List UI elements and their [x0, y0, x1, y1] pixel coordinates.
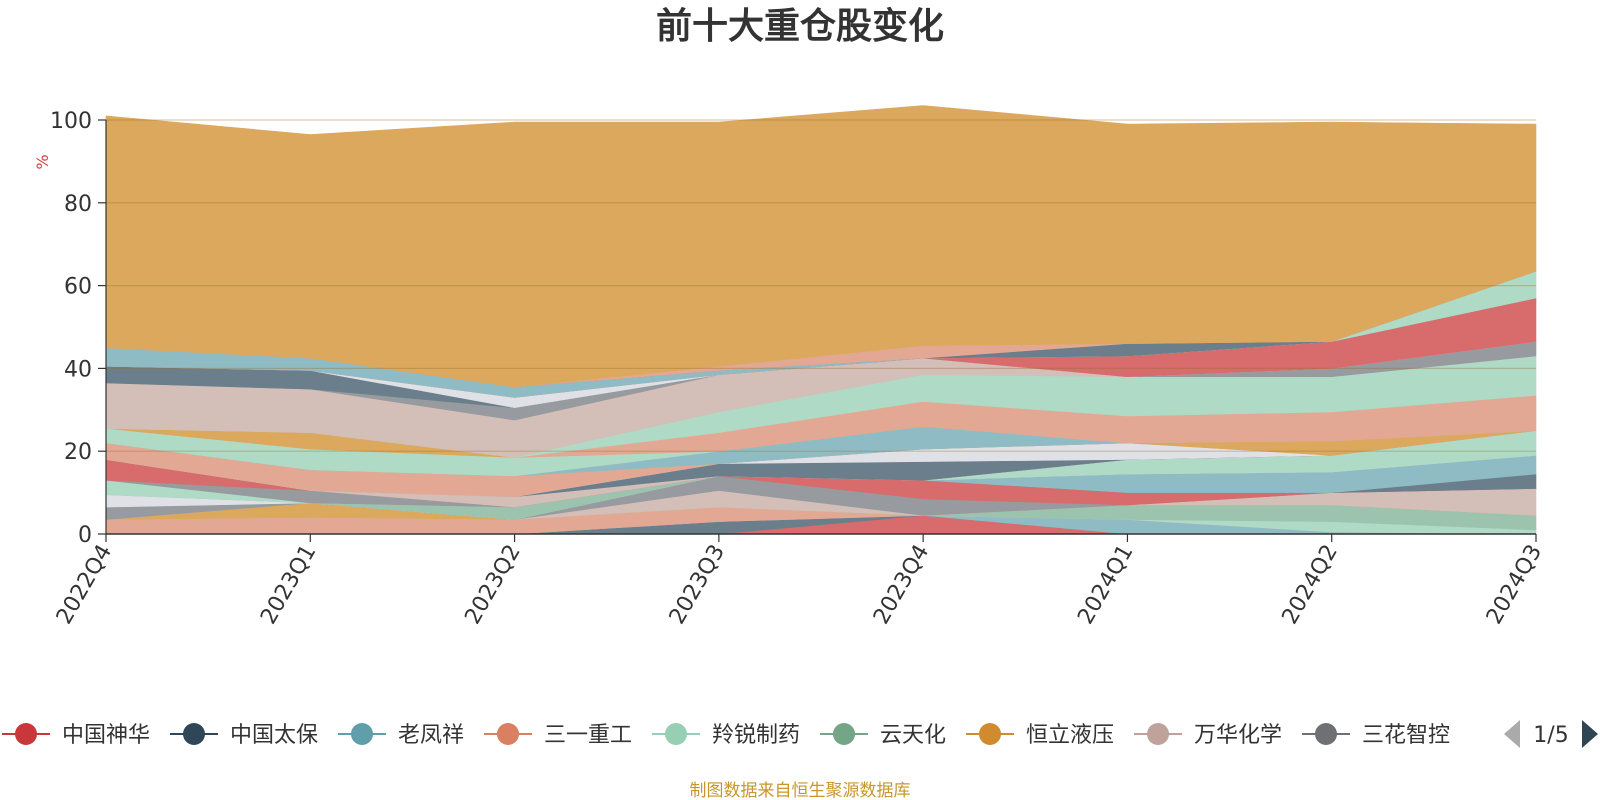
y-axis-unit: %	[33, 154, 52, 169]
legend-label: 羚锐制药	[712, 723, 800, 748]
y-tick-label: 40	[64, 357, 92, 382]
y-tick-label: 100	[50, 109, 92, 134]
legend-label: 中国神华	[62, 723, 150, 748]
legend-item[interactable]: 万华化学	[1134, 723, 1282, 748]
area-series-group	[105, 105, 1537, 535]
legend-marker	[497, 723, 519, 745]
x-tick-label: 2023Q4	[869, 541, 934, 629]
legend-item[interactable]: 三一重工	[484, 723, 632, 748]
data-source-note: 制图数据来自恒生聚源数据库	[690, 781, 911, 800]
legend-marker	[351, 723, 373, 745]
legend-item[interactable]: 恒立液压	[966, 723, 1114, 748]
legend: 中国神华 中国太保 老凤祥 三一重工 羚锐制药 云天化 恒立液压 万华化学 三花智控 1/5	[2, 720, 1598, 748]
legend-item[interactable]: 中国神华	[2, 723, 150, 748]
legend-items: 中国神华 中国太保 老凤祥 三一重工 羚锐制药 云天化 恒立液压 万华化学 三花智控	[2, 723, 1450, 748]
x-tick-label: 2024Q1	[1073, 541, 1138, 629]
legend-item[interactable]: 中国太保	[170, 723, 318, 748]
legend-label: 云天化	[880, 723, 946, 748]
area-series-37	[105, 105, 1537, 388]
legend-item[interactable]: 羚锐制药	[652, 723, 800, 748]
legend-prev-arrow-icon[interactable]	[1504, 720, 1520, 748]
legend-item[interactable]: 三花智控	[1302, 723, 1450, 748]
legend-label: 中国太保	[230, 723, 318, 748]
legend-next-arrow-icon[interactable]	[1582, 720, 1598, 748]
legend-label: 万华化学	[1194, 723, 1282, 748]
x-tick-label: 2024Q2	[1278, 541, 1343, 629]
legend-marker	[833, 723, 855, 745]
legend-item[interactable]: 老凤祥	[338, 723, 464, 748]
y-tick-label: 0	[78, 523, 92, 548]
legend-label: 老凤祥	[398, 723, 464, 748]
chart-title: 前十大重仓股变化	[656, 5, 944, 47]
legend-label: 三一重工	[544, 723, 632, 748]
x-tick-label: 2022Q4	[52, 541, 117, 629]
x-tick-label: 2024Q3	[1482, 541, 1547, 629]
x-tick-label: 2023Q1	[256, 541, 321, 629]
x-tick-label: 2023Q2	[460, 541, 525, 629]
legend-page-indicator: 1/5	[1533, 723, 1568, 748]
legend-label: 三花智控	[1362, 723, 1450, 748]
y-tick-label: 60	[64, 275, 92, 300]
legend-item[interactable]: 云天化	[820, 723, 946, 748]
y-tick-label: 20	[64, 440, 92, 465]
legend-marker	[1315, 723, 1337, 745]
x-tick-label: 2023Q3	[665, 541, 730, 629]
legend-marker	[183, 723, 205, 745]
legend-marker	[1147, 723, 1169, 745]
legend-marker	[979, 723, 1001, 745]
y-tick-label: 80	[64, 192, 92, 217]
legend-marker	[665, 723, 687, 745]
legend-marker	[15, 723, 37, 745]
legend-label: 恒立液压	[1026, 723, 1114, 748]
plot-area: 0 20 40 60 80 100 2022Q4 2023Q1 2023Q2 2023Q3 2023…	[50, 105, 1547, 629]
